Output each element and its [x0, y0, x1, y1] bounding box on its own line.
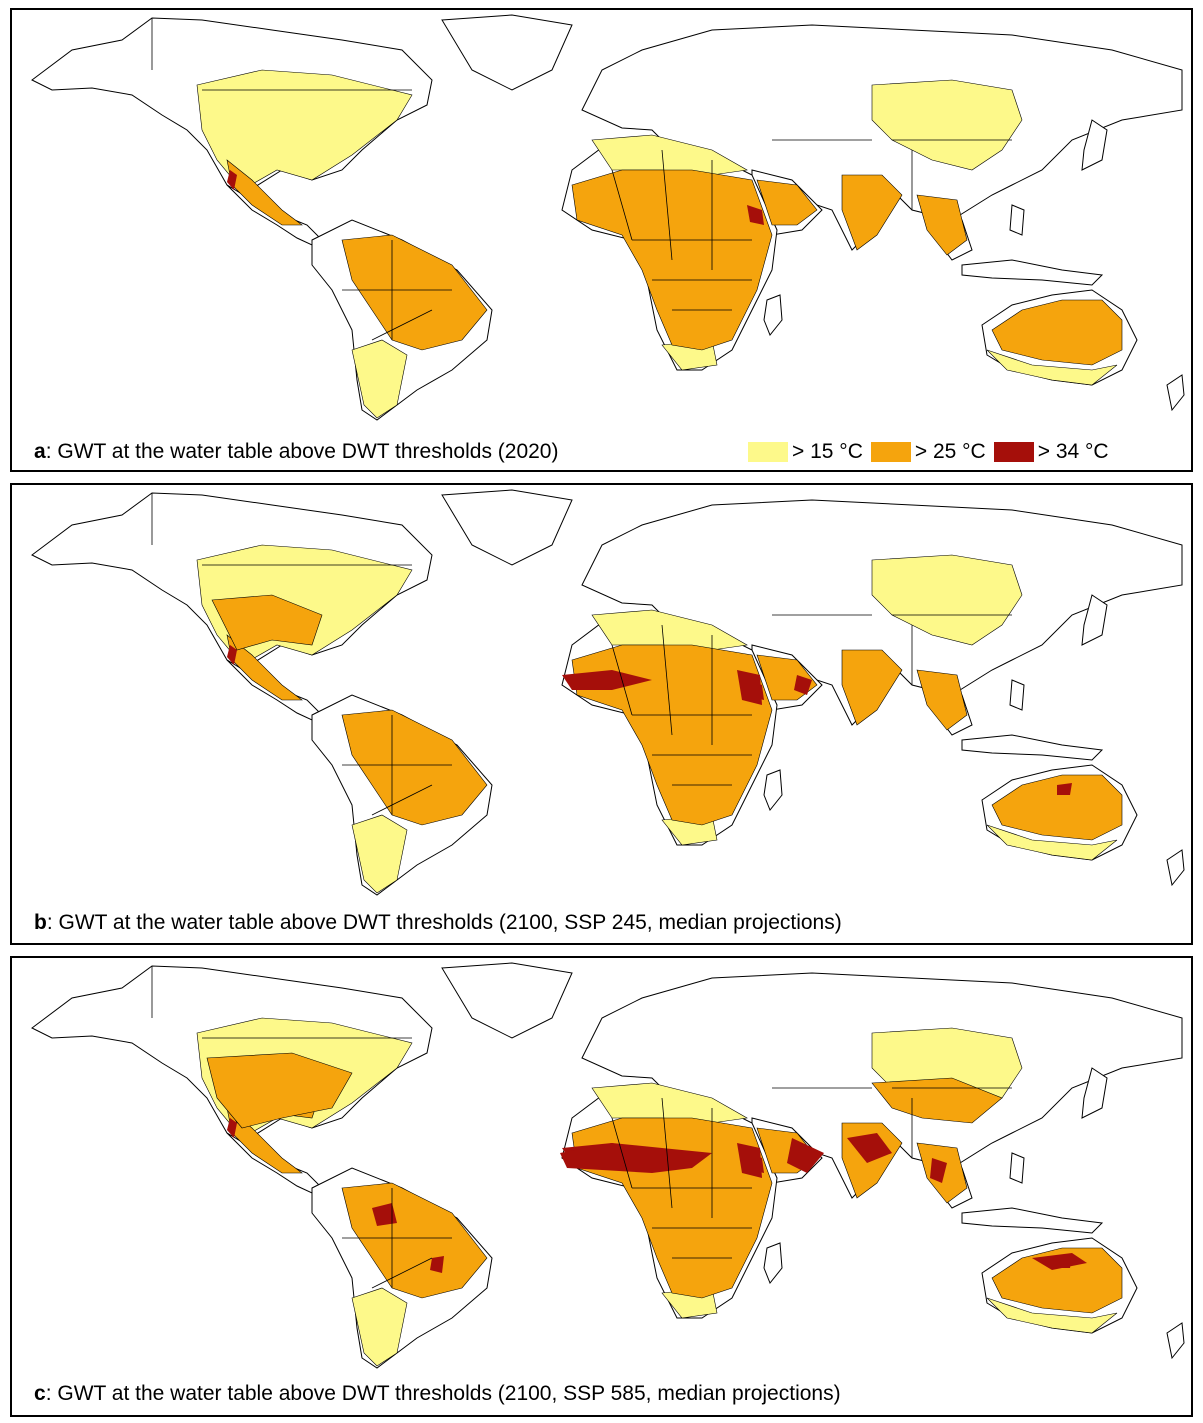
- continent-madagascar: [763, 1242, 783, 1284]
- country-borders: [151, 966, 1012, 1289]
- zone-above-25: [916, 194, 968, 256]
- zone-above-25: [991, 1247, 1123, 1314]
- zone-above-34: [847, 1133, 892, 1163]
- zone-above-25: [756, 179, 818, 226]
- panel-caption-a: a: GWT at the water table above DWT thre…: [34, 440, 559, 463]
- panel-caption-b: b: GWT at the water table above DWT thre…: [34, 911, 842, 934]
- country-borders: [151, 493, 1012, 816]
- zone-above-15: [351, 1287, 408, 1367]
- continent-greenland: [441, 489, 573, 566]
- country-border: [371, 309, 433, 341]
- zone-above-25: [841, 649, 903, 726]
- zone-above-34: [930, 1158, 947, 1183]
- legend-swatch-red: [993, 442, 1034, 462]
- zone-above-15: [986, 1297, 1118, 1334]
- legend-item-25: > 25 °C: [870, 440, 986, 464]
- zone-above-15: [196, 69, 413, 191]
- zone-above-25: [871, 1077, 1003, 1124]
- zone-above-25: [226, 634, 303, 701]
- zone-above-34: [372, 1203, 397, 1226]
- continent-greenland: [441, 14, 573, 91]
- zone-above-15: [591, 134, 748, 176]
- continent-indonesia: [961, 734, 1104, 761]
- zone-above-34: [794, 675, 812, 695]
- zone-above-34: [787, 1138, 824, 1173]
- legend: > 15 °C > 25 °C > 34 °C: [748, 440, 1117, 464]
- zone-above-25: [991, 774, 1123, 841]
- zone-above-25: [841, 174, 903, 251]
- continent-japan: [1081, 594, 1108, 646]
- zone-above-15: [871, 554, 1023, 646]
- zone-above-25: [991, 299, 1123, 366]
- zone-above-34: [562, 670, 652, 690]
- zone-above-34: [1032, 1253, 1087, 1270]
- zone-above-15: [591, 609, 748, 651]
- country-border: [371, 784, 433, 816]
- continent-indonesia: [961, 1207, 1104, 1234]
- continent-newZealand: [1166, 374, 1185, 412]
- panel-caption-c: c: GWT at the water table above DWT thre…: [34, 1382, 841, 1405]
- zone-above-25: [206, 1052, 353, 1129]
- zone-above-34: [560, 1143, 712, 1173]
- country-border: [371, 1257, 433, 1289]
- zone-above-15: [591, 1082, 748, 1124]
- map-panel-c: c: GWT at the water table above DWT thre…: [10, 956, 1193, 1417]
- continent-philippines: [1009, 204, 1025, 236]
- zone-above-34: [227, 1118, 237, 1138]
- legend-label-34: > 34 °C: [1037, 440, 1109, 463]
- zone-above-34: [737, 670, 762, 705]
- continent-japan: [1081, 119, 1108, 171]
- zone-above-25: [916, 669, 968, 731]
- continent-madagascar: [763, 769, 783, 811]
- legend-swatch-yellow: [748, 442, 788, 462]
- zone-above-34: [227, 170, 237, 190]
- zone-above-15: [871, 79, 1023, 171]
- zone-above-34: [430, 1256, 444, 1273]
- continent-newZealand: [1166, 849, 1185, 887]
- continent-philippines: [1009, 1152, 1025, 1184]
- legend-item-15: > 15 °C: [748, 440, 863, 464]
- country-border: [661, 624, 673, 736]
- zone-above-34: [1057, 783, 1072, 795]
- map-panel-a: a: GWT at the water table above DWT thre…: [10, 8, 1193, 472]
- zone-above-25: [226, 159, 303, 226]
- zone-above-34: [737, 1143, 762, 1178]
- country-border: [661, 149, 673, 261]
- continent-newZealand: [1166, 1322, 1185, 1360]
- zone-above-15: [986, 824, 1118, 861]
- map-panel-b: b: GWT at the water table above DWT thre…: [10, 483, 1193, 945]
- legend-label-25: > 25 °C: [914, 440, 986, 463]
- country-border: [611, 169, 633, 241]
- zone-above-34: [747, 205, 764, 225]
- zone-above-34: [227, 645, 237, 665]
- country-border: [611, 644, 633, 716]
- zone-above-15: [351, 339, 408, 419]
- legend-item-34: > 34 °C: [993, 440, 1109, 464]
- world-map-b: [31, 489, 1185, 896]
- temperature-zones: [196, 1017, 1123, 1367]
- world-map-c: [31, 962, 1185, 1369]
- world-map-a: [31, 14, 1185, 421]
- country-borders: [151, 18, 1012, 341]
- continent-philippines: [1009, 679, 1025, 711]
- country-border: [611, 1117, 633, 1189]
- continent-indonesia: [961, 259, 1104, 286]
- legend-swatch-orange: [870, 442, 911, 462]
- zone-above-25: [341, 234, 488, 351]
- zone-above-15: [351, 814, 408, 894]
- continent-greenland: [441, 962, 573, 1039]
- continent-japan: [1081, 1067, 1108, 1119]
- zone-above-25: [341, 709, 488, 826]
- zone-above-15: [986, 349, 1118, 386]
- country-border: [661, 1097, 673, 1209]
- continent-madagascar: [763, 294, 783, 336]
- temperature-zones: [196, 544, 1123, 894]
- legend-label-15: > 15 °C: [792, 440, 863, 463]
